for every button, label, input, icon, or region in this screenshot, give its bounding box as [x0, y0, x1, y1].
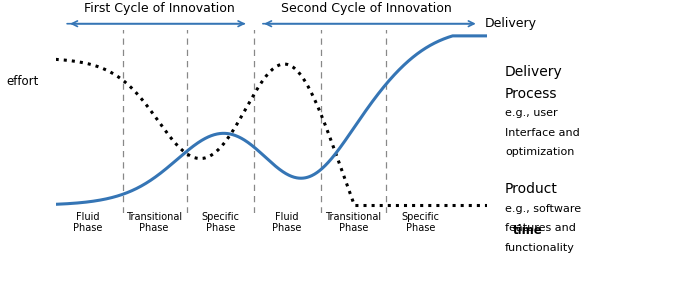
Text: Interface and: Interface and: [505, 128, 580, 138]
Text: time: time: [513, 224, 543, 237]
Text: Second Cycle of Innovation: Second Cycle of Innovation: [281, 2, 452, 15]
Text: Fluid
Phase: Fluid Phase: [272, 212, 301, 233]
Text: optimization: optimization: [505, 147, 574, 157]
Text: e.g., software: e.g., software: [505, 204, 581, 214]
Text: features and: features and: [505, 223, 576, 233]
Text: effort: effort: [6, 75, 38, 88]
Text: Delivery: Delivery: [505, 65, 563, 79]
Text: Process: Process: [505, 87, 557, 101]
Text: Delivery: Delivery: [484, 17, 537, 30]
Text: Product: Product: [505, 182, 558, 196]
Text: Fluid
Phase: Fluid Phase: [73, 212, 103, 233]
Text: Transitional
Phase: Transitional Phase: [325, 212, 381, 233]
Text: First Cycle of Innovation: First Cycle of Innovation: [84, 2, 235, 15]
Text: functionality: functionality: [505, 243, 575, 253]
Text: Specific
Phase: Specific Phase: [402, 212, 439, 233]
Text: e.g., user: e.g., user: [505, 108, 557, 118]
Text: Specific
Phase: Specific Phase: [202, 212, 239, 233]
Text: Transitional
Phase: Transitional Phase: [126, 212, 182, 233]
